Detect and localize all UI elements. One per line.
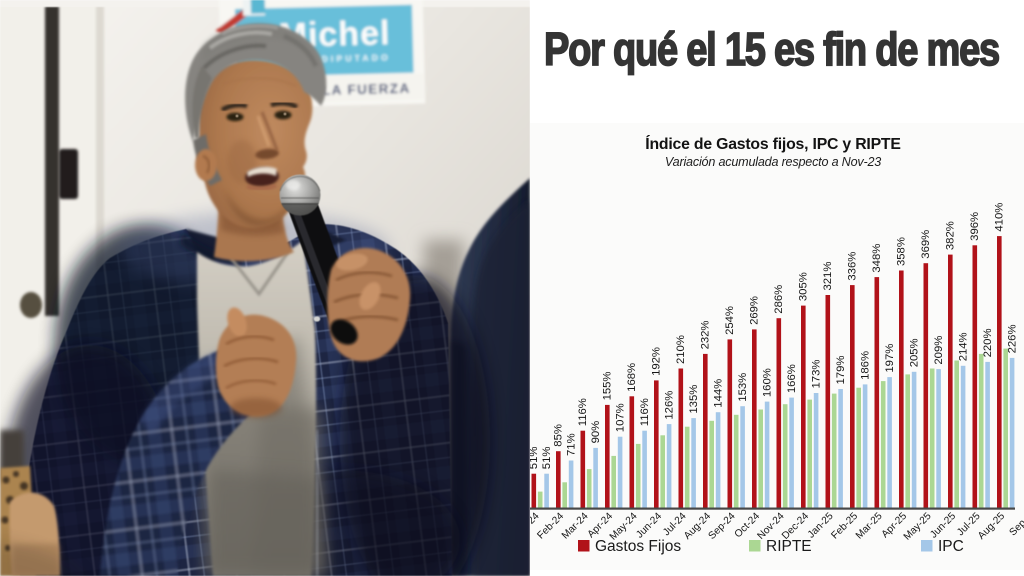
svg-text:254%: 254% bbox=[724, 306, 736, 335]
svg-text:209%: 209% bbox=[933, 336, 945, 365]
svg-text:Gastos Fijos: Gastos Fijos bbox=[595, 538, 681, 555]
svg-text:286%: 286% bbox=[773, 285, 785, 314]
svg-text:LA FUERZA: LA FUERZA bbox=[322, 81, 411, 98]
svg-text:Jun-25: Jun-25 bbox=[928, 511, 958, 541]
svg-text:348%: 348% bbox=[871, 244, 883, 273]
svg-text:116%: 116% bbox=[639, 398, 651, 426]
svg-text:336%: 336% bbox=[847, 252, 859, 281]
svg-text:126%: 126% bbox=[664, 391, 676, 420]
svg-text:410%: 410% bbox=[994, 203, 1006, 232]
svg-text:Variación acumulada respecto: Variación acumulada respecto a Nov-23 bbox=[665, 155, 881, 169]
svg-text:155%: 155% bbox=[602, 371, 614, 400]
svg-text:85%: 85% bbox=[553, 424, 565, 447]
svg-text:107%: 107% bbox=[615, 403, 627, 432]
svg-text:Sep-25: Sep-25 bbox=[1008, 507, 1024, 538]
svg-text:51%: 51% bbox=[530, 447, 540, 470]
svg-text:90%: 90% bbox=[590, 421, 602, 444]
svg-text:358%: 358% bbox=[896, 237, 908, 266]
svg-text:168%: 168% bbox=[626, 363, 638, 392]
svg-text:IPC: IPC bbox=[938, 538, 964, 555]
svg-text:173%: 173% bbox=[811, 360, 823, 389]
svg-text:Feb-25: Feb-25 bbox=[830, 511, 861, 542]
svg-text:197%: 197% bbox=[884, 344, 896, 373]
svg-text:186%: 186% bbox=[860, 351, 872, 380]
svg-text:DIPUTADO: DIPUTADO bbox=[321, 52, 391, 64]
svg-text:369%: 369% bbox=[920, 230, 932, 259]
svg-text:Mar-24: Mar-24 bbox=[560, 511, 591, 542]
svg-text:Jun-24: Jun-24 bbox=[634, 511, 664, 541]
svg-text:214%: 214% bbox=[958, 332, 970, 361]
svg-text:RIPTE: RIPTE bbox=[766, 538, 812, 555]
svg-text:210%: 210% bbox=[675, 335, 687, 364]
svg-text:396%: 396% bbox=[969, 212, 981, 241]
svg-text:166%: 166% bbox=[786, 364, 798, 393]
svg-text:Índice de Gastos fijos, IPC y: Índice de Gastos fijos, IPC y RIPTE bbox=[645, 134, 900, 153]
svg-text:153%: 153% bbox=[737, 373, 749, 402]
svg-text:179%: 179% bbox=[835, 356, 847, 385]
svg-text:116%: 116% bbox=[577, 398, 589, 426]
svg-text:232%: 232% bbox=[700, 320, 712, 349]
svg-text:144%: 144% bbox=[713, 379, 725, 408]
svg-text:160%: 160% bbox=[762, 368, 774, 397]
svg-text:192%: 192% bbox=[651, 347, 663, 376]
svg-text:226%: 226% bbox=[1007, 324, 1019, 353]
svg-text:220%: 220% bbox=[982, 328, 994, 357]
svg-text:269%: 269% bbox=[749, 296, 761, 325]
svg-text:51%: 51% bbox=[541, 447, 553, 470]
svg-text:Sep-24: Sep-24 bbox=[707, 511, 738, 542]
svg-text:Mar-25: Mar-25 bbox=[854, 511, 885, 542]
svg-text:135%: 135% bbox=[688, 385, 700, 414]
svg-text:321%: 321% bbox=[822, 262, 834, 291]
svg-text:Feb-24: Feb-24 bbox=[536, 511, 567, 542]
svg-text:71%: 71% bbox=[566, 433, 578, 456]
svg-text:Aug-25: Aug-25 bbox=[976, 511, 1007, 542]
svg-text:205%: 205% bbox=[909, 338, 921, 367]
svg-text:May-25: May-25 bbox=[902, 511, 934, 543]
svg-text:305%: 305% bbox=[798, 272, 810, 301]
svg-text:382%: 382% bbox=[945, 221, 957, 250]
